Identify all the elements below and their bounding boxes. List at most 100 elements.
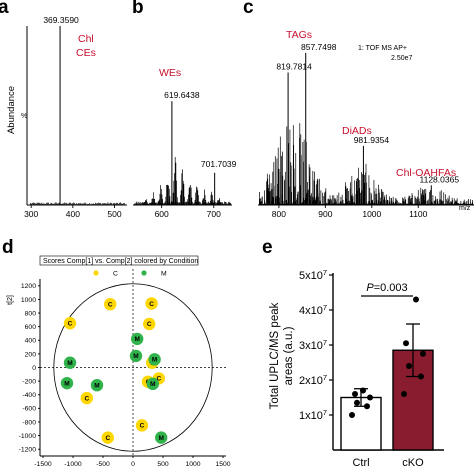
score-point-label: C [105,435,110,442]
score-point [155,431,168,444]
bar-data-point [406,363,412,369]
panel-b-label: b [132,0,144,18]
score-point-label: M [134,336,139,343]
spectrum-a-percent-tick: % [21,113,27,120]
score-point-label: C [108,301,113,308]
x-tick-label: 700 [207,209,221,219]
pca-x-tick-label: 500 [157,461,169,468]
base-peak-intensity: 2.50e7 [391,55,413,62]
score-point [63,356,77,369]
score-point [63,317,77,330]
class-label-chl-oahfas: Chl-OAHFAs [396,167,456,179]
score-point-label: M [152,357,157,364]
score-point [60,376,74,390]
peak-label: 981.9354 [354,135,390,145]
class-label-diads: DiADs [342,125,372,137]
score-point-label: C [149,301,154,308]
pca-x-tick-label: 1500 [215,461,230,468]
bar-category-label: Ctrl [352,457,369,469]
score-point [135,419,149,432]
pca-y-tick-label: 600 [25,324,37,331]
pca-y-tick-label: -600 [22,406,36,413]
score-point-label: M [158,435,163,442]
x-tick-label: 900 [318,209,332,219]
score-point [101,431,115,444]
score-point-label: M [133,353,138,360]
p-value-label: P=0.003 [366,282,407,294]
x-tick-label: 500 [107,209,121,219]
pca-y-tick-label: 1000 [21,297,36,304]
score-point-label: M [150,381,155,388]
panel-c-label: c [243,0,254,18]
score-point-label: C [156,376,161,383]
score-point [148,353,161,366]
spectrum-b: WEs 600 700 619.6438 701.7039 [133,67,237,219]
score-point [80,391,94,405]
peak-label: 857.7498 [301,42,337,52]
class-label-tags: TAGs [286,29,312,41]
instrument-mode: 1: TOF MS AP+ [358,45,407,52]
score-point-label: C [84,395,89,402]
bar-data-point [364,403,370,410]
peak-label: 619.6438 [164,90,200,100]
peak-label: 1128.0365 [420,174,460,184]
hotelling-ellipse [53,283,213,452]
pca-y-tick-label: 800 [25,310,37,317]
bar-category-label: cKO [402,457,424,469]
panel-d-label: d [2,237,14,258]
bar-data-point [401,391,407,397]
score-point [143,317,156,331]
x-tick-label: 400 [66,209,80,219]
panel-a-label: a [0,0,9,18]
bar-data-point [403,340,409,347]
bar-data-point [413,296,419,303]
score-point [145,297,158,310]
bar-ylabel-line1: Total UPLC/MS peak [269,302,281,409]
pca-y-tick-label: -800 [22,419,36,426]
x-tick-label: 800 [272,209,286,219]
pca-y-tick-label: 200 [25,351,37,358]
bar-y-tick-label: 4x107 [299,303,327,318]
pca-x-tick-label: -500 [96,461,110,468]
score-point-label: M [67,360,72,367]
pca-subtitle: Scores Comp[1] vs. Comp[2] colored by Co… [43,258,198,265]
bar-ylabel-line2: areas (a.u.) [283,326,295,385]
score-point [129,349,143,363]
peak-label: 701.7039 [201,159,237,169]
pca-x-tick-label: 0 [131,461,135,468]
score-point [131,332,144,346]
class-label-wes: WEs [159,67,181,79]
score-point-label: C [147,321,152,328]
score-point-label: C [68,321,73,328]
x-tick-label: 600 [155,209,169,219]
bar-y-tick-label: 5x107 [299,268,327,283]
pca-ylabel: t[2] [7,295,14,305]
pca-y-tick-label: 0 [32,365,36,372]
bar-data-point [360,387,366,394]
pca-y-tick-label: 400 [25,338,37,345]
pca-y-tick-label: 1200 [21,283,36,290]
bar-data-point [420,350,426,357]
class-label-chl: Chl [78,33,94,45]
bar-y-tick-label: 2x107 [299,373,327,388]
score-point [146,377,159,391]
x-tick-label: 1000 [362,209,381,219]
pca-x-tick-label: 1000 [185,461,200,468]
legend-marker-m [141,270,147,276]
legend-label-m: M [161,270,167,277]
legend-marker-c [93,270,99,276]
spectrum-a-ylabel: Abundance [6,86,17,134]
score-point [104,297,117,311]
bar-data-point [352,391,358,397]
pca-y-tick-label: -400 [22,392,36,399]
bar-chart: Total UPLC/MS peak areas (a.u.) 1x107 2x1… [269,268,444,469]
bar-data-point [349,412,355,418]
score-point [90,379,104,392]
x-tick-label: 1100 [409,209,428,219]
pca-subtitle-box [39,255,199,266]
pca-score-plot: t[2] Scores Comp[1] vs. Comp[2] colored … [7,255,231,468]
spectrum-c: TAGs DiADs Chl-OAHFAs 1: TOF MS AP+ 2.50… [258,29,474,219]
bar-y-tick-label: 1x107 [299,408,327,423]
mz-unit-label: m/z [459,205,471,212]
peak-label: 819.7814 [276,62,312,72]
